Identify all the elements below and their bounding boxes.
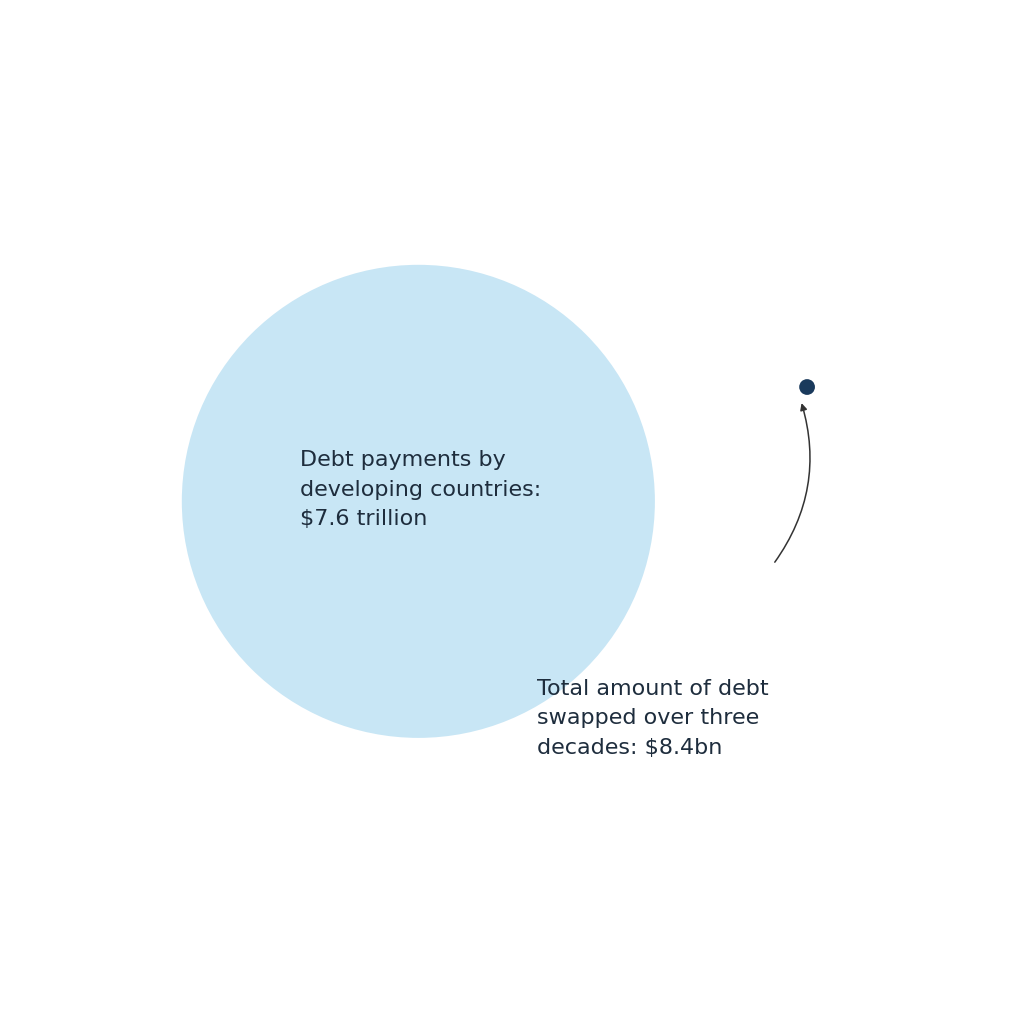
Text: Debt payments by
developing countries:
$7.6 trillion: Debt payments by developing countries: $… — [300, 450, 542, 529]
Circle shape — [799, 379, 815, 395]
Text: Total amount of debt
swapped over three
decades: $8.4bn: Total amount of debt swapped over three … — [537, 679, 768, 758]
Circle shape — [182, 265, 655, 738]
